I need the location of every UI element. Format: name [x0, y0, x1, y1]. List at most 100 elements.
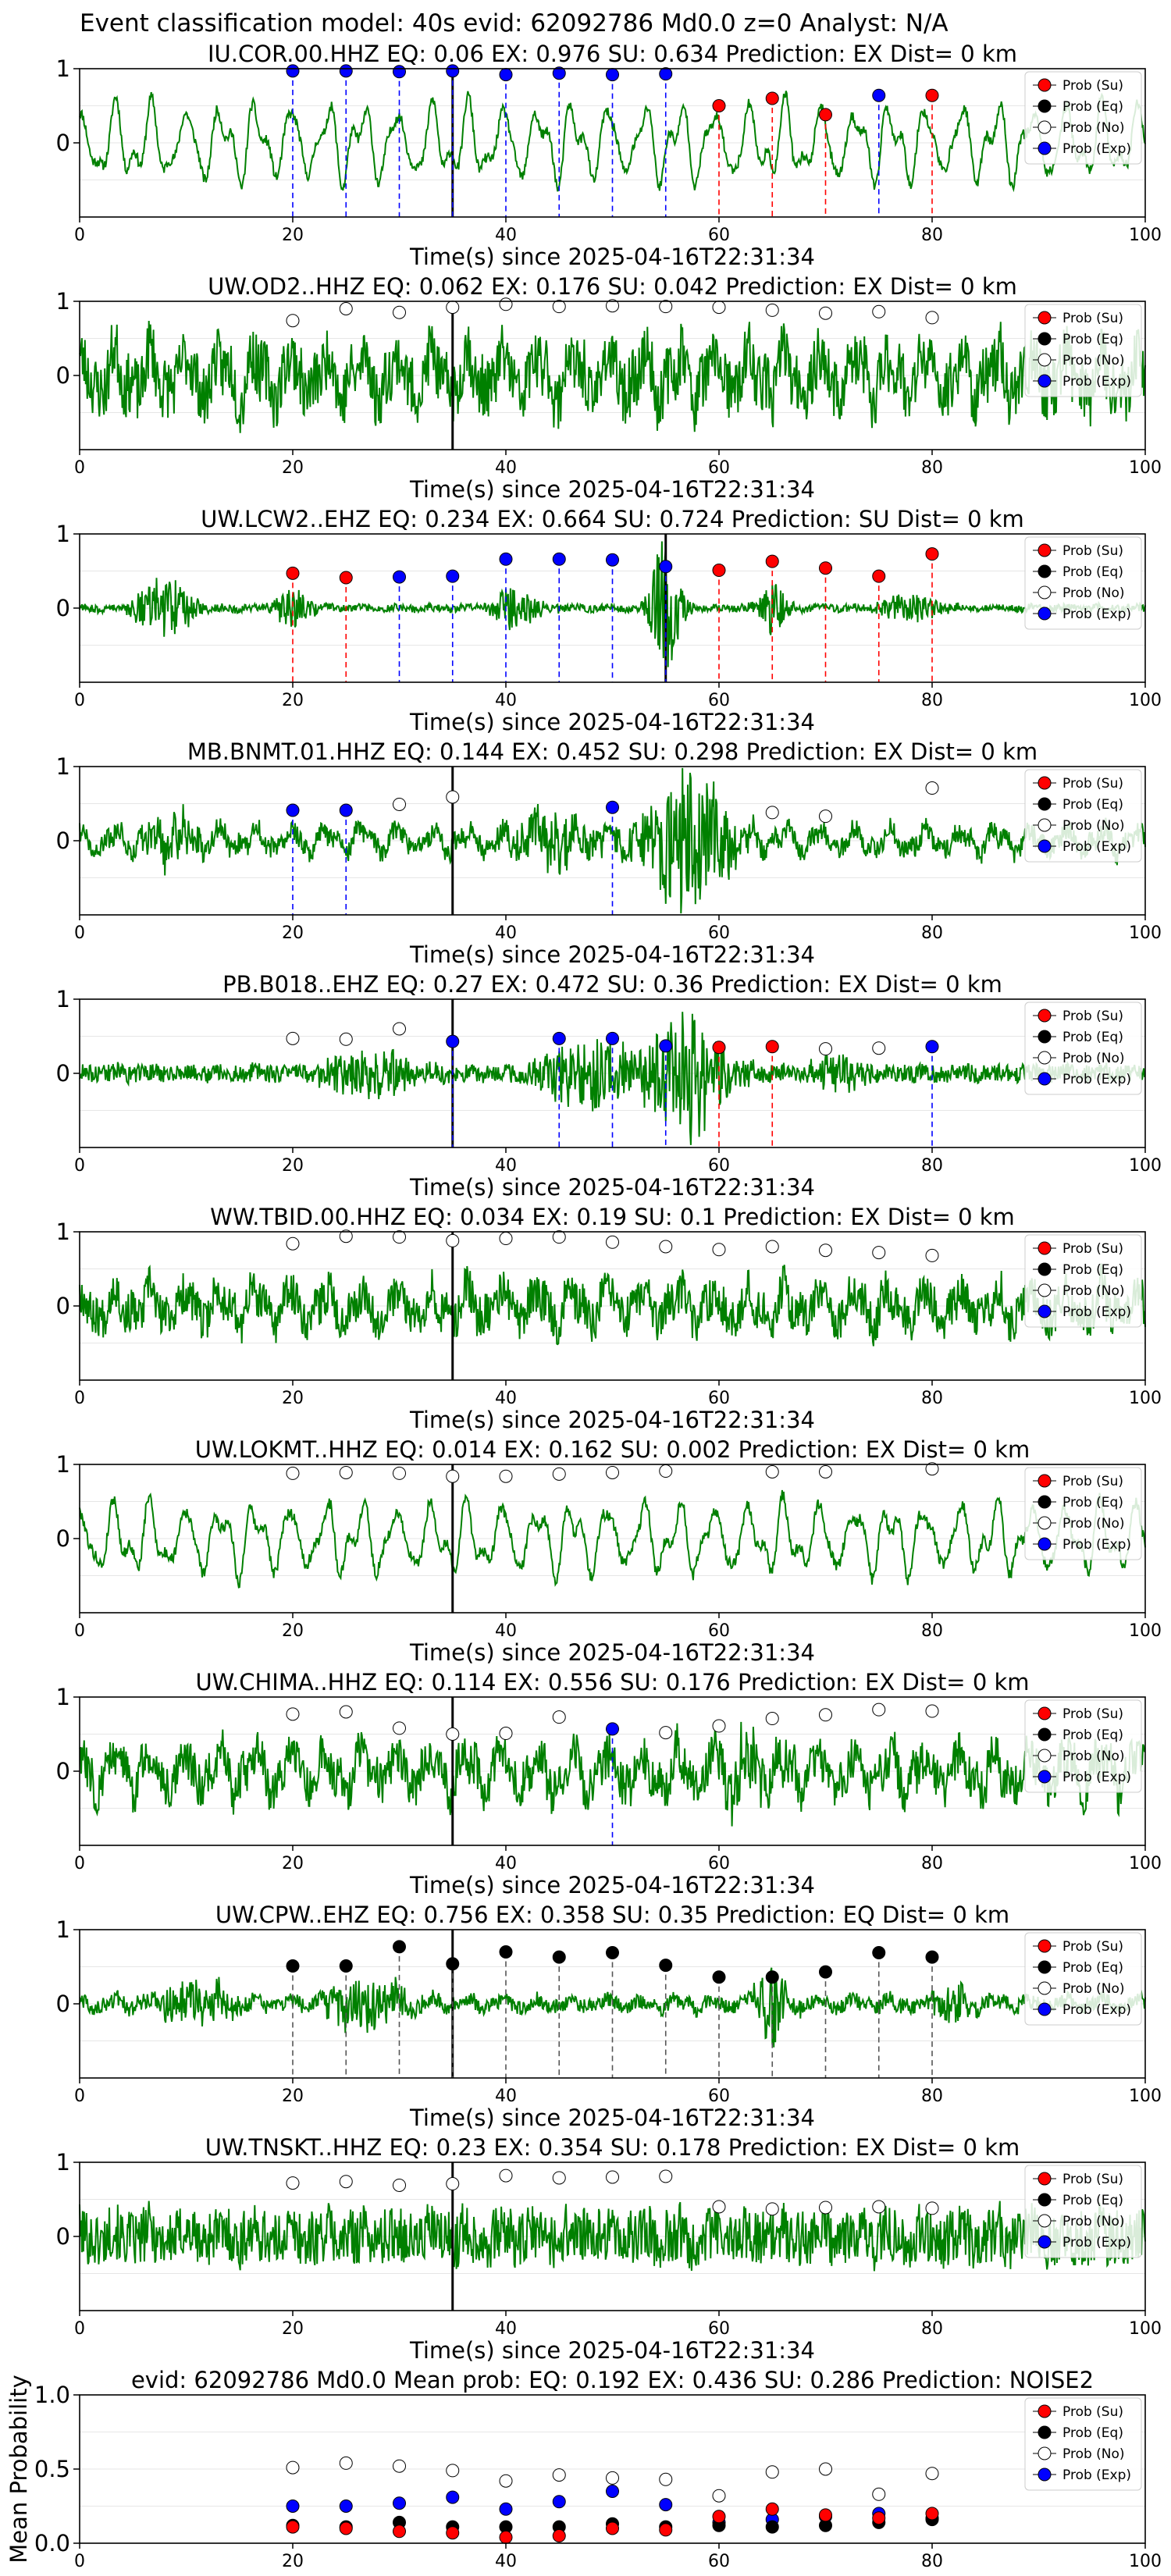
y-tick-label: 0.0 — [34, 2530, 70, 2556]
legend-marker — [1038, 1981, 1052, 1995]
x-tick-label: 40 — [495, 458, 517, 478]
y-tick-label: 1 — [56, 2149, 70, 2176]
prob-point-eq — [819, 1965, 832, 1979]
x-tick-label: 40 — [495, 2552, 517, 2571]
prob-point-no — [872, 1041, 886, 1055]
waveform-trace — [79, 320, 1146, 433]
prob-point-eq — [712, 1970, 726, 1984]
legend-marker — [1038, 818, 1052, 832]
x-tick-label: 40 — [495, 691, 517, 710]
x-tick-label: 20 — [282, 1621, 304, 1641]
legend-box — [1024, 2397, 1142, 2491]
mean-point-exp — [393, 2496, 406, 2510]
prob-point-no — [606, 2170, 619, 2184]
legend-label: Prob (Eq) — [1062, 1262, 1123, 1278]
prob-point-no — [499, 297, 513, 311]
x-tick-label: 40 — [495, 1156, 517, 1176]
prob-point-no — [606, 1465, 619, 1479]
prob-point-no — [339, 1705, 353, 1719]
prob-point-no — [286, 1707, 300, 1721]
panel-5: WW.TBID.00.HHZ EQ: 0.034 EX: 0.19 SU: 0.… — [56, 1204, 1162, 1433]
prob-point-no — [712, 1243, 726, 1257]
y-tick-label: 0 — [56, 1525, 70, 1552]
prob-point-no — [393, 1230, 406, 1244]
panel-0: IU.COR.00.HHZ EQ: 0.06 EX: 0.976 SU: 0.6… — [56, 41, 1162, 270]
legend-label: Prob (Exp) — [1062, 141, 1131, 157]
legend-label: Prob (No) — [1062, 120, 1125, 136]
prob-point-exp — [552, 66, 566, 80]
prob-point-no — [765, 2202, 779, 2216]
prob-point-exp — [393, 65, 406, 79]
x-tick-label: 20 — [282, 1854, 304, 1873]
legend-marker — [1038, 1727, 1052, 1742]
prob-point-no — [819, 809, 832, 824]
legend-marker — [1038, 1009, 1052, 1023]
prob-point-su — [712, 1041, 726, 1055]
prob-point-no — [712, 301, 726, 315]
prob-point-exp — [659, 1039, 673, 1053]
prob-point-eq — [659, 1959, 673, 1973]
legend-label: Prob (No) — [1062, 818, 1125, 834]
prob-point-no — [712, 1719, 726, 1733]
mean-point-su — [339, 2521, 353, 2535]
legend-label: Prob (Su) — [1062, 543, 1123, 559]
x-tick-label: 80 — [921, 691, 943, 710]
y-tick-label: 0 — [56, 1991, 70, 2017]
prob-point-no — [872, 1703, 886, 1717]
legend-label: Prob (Exp) — [1062, 1304, 1131, 1320]
x-tick-label: 60 — [708, 1156, 730, 1176]
x-tick-label: 40 — [495, 1854, 517, 1873]
x-axis-label: Time(s) since 2025-04-16T22:31:34 — [409, 244, 815, 270]
x-axis-label: Time(s) since 2025-04-16T22:31:34 — [409, 1872, 815, 1898]
legend-marker — [1038, 1283, 1052, 1297]
waveform-trace — [79, 1263, 1146, 1347]
x-tick-label: 80 — [921, 458, 943, 478]
y-tick-label: 0 — [56, 1060, 70, 1087]
mean-point-no — [712, 2489, 726, 2503]
mean-point-exp — [552, 2495, 566, 2509]
legend-marker — [1038, 141, 1052, 155]
prob-point-exp — [499, 68, 513, 82]
x-tick-label: 20 — [282, 2319, 304, 2339]
y-tick-label: 0 — [56, 2223, 70, 2250]
legend-label: Prob (Eq) — [1062, 1727, 1123, 1743]
prob-point-no — [286, 314, 300, 328]
legend: Prob (Su) Prob (Eq) Prob (No) Prob (Exp) — [1024, 2397, 1142, 2491]
legend-marker — [1038, 1495, 1052, 1509]
panel-title: UW.LCW2..EHZ EQ: 0.234 EX: 0.664 SU: 0.7… — [201, 506, 1024, 532]
prob-point-exp — [446, 64, 460, 78]
legend-label: Prob (No) — [1062, 353, 1125, 368]
prob-point-su — [712, 99, 726, 112]
x-tick-label: 100 — [1129, 1854, 1162, 1873]
legend-box — [1024, 536, 1142, 630]
legend-label: Prob (Exp) — [1062, 1770, 1131, 1785]
legend-marker — [1038, 1516, 1052, 1530]
prob-point-exp — [606, 553, 619, 567]
legend-label: Prob (Eq) — [1062, 332, 1123, 347]
x-tick-label: 100 — [1129, 458, 1162, 478]
y-tick-label: 1 — [56, 986, 70, 1012]
y-tick-label: 1 — [56, 521, 70, 547]
x-tick-label: 20 — [282, 458, 304, 478]
prob-point-no — [819, 1465, 832, 1478]
y-tick-label: 1.0 — [34, 2382, 70, 2408]
legend-marker — [1038, 1304, 1052, 1318]
prob-point-no — [286, 1236, 300, 1251]
x-tick-label: 20 — [282, 2087, 304, 2106]
mean-point-su — [872, 2511, 886, 2525]
legend: Prob (Su) Prob (Eq) Prob (No) Prob (Exp) — [1024, 536, 1142, 630]
x-tick-label: 80 — [921, 2552, 943, 2571]
mean-point-exp — [659, 2498, 673, 2512]
prob-point-exp — [925, 1040, 939, 1054]
x-tick-label: 60 — [708, 2552, 730, 2571]
legend-label: Prob (Eq) — [1062, 564, 1123, 580]
prob-point-no — [446, 301, 460, 315]
x-tick-label: 60 — [708, 226, 730, 245]
x-tick-label: 0 — [74, 458, 85, 478]
mean-point-su — [393, 2524, 406, 2539]
mean-point-exp — [606, 2485, 619, 2498]
legend: Prob (Su) Prob (Eq) Prob (No) Prob (Exp) — [1024, 769, 1142, 863]
mean-point-no — [393, 2459, 406, 2473]
mean-point-su — [552, 2529, 566, 2542]
mean-point-exp — [286, 2500, 300, 2513]
